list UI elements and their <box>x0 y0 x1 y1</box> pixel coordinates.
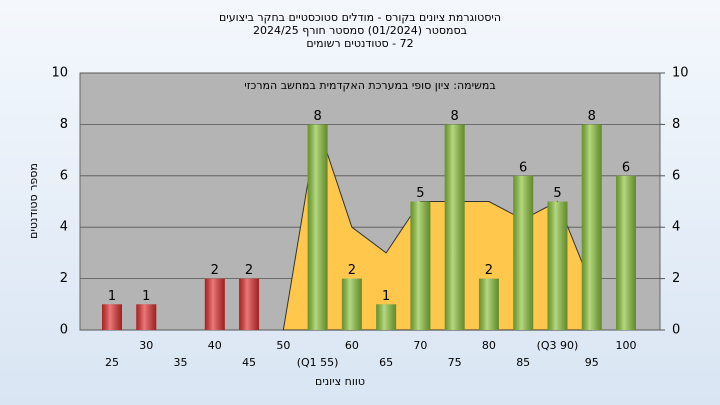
data-label: 1 <box>142 289 150 304</box>
x-tick-label: 35 <box>174 356 188 369</box>
bar-shade <box>341 278 362 330</box>
y-tick-label: 0 <box>60 323 68 338</box>
y2-tick-label: 0 <box>672 323 680 338</box>
chart-title: בסמסטר (01/2024) סמסטר חורף 2024/25 <box>253 24 467 37</box>
x-axis-label: טווח ציונים <box>315 375 365 388</box>
x-tick-label: 100 <box>616 339 637 352</box>
x-tick-label: (Q1 55) <box>297 356 339 369</box>
x-tick-label: 70 <box>413 339 427 352</box>
y-tick-label: 10 <box>51 66 68 81</box>
data-label: 5 <box>416 186 424 201</box>
y-tick-label: 8 <box>60 117 68 132</box>
x-tick-label: 60 <box>345 339 359 352</box>
y-tick-label: 4 <box>60 220 68 235</box>
data-label: 6 <box>622 160 630 175</box>
data-label: 2 <box>245 263 253 278</box>
data-label: 2 <box>211 263 219 278</box>
bar-shade <box>239 278 260 330</box>
bar-shade <box>616 175 636 330</box>
x-tick-label: 45 <box>242 356 256 369</box>
y2-tick-label: 2 <box>672 271 680 286</box>
bar-shade <box>444 124 465 331</box>
x-tick-label: 80 <box>482 339 496 352</box>
y2-tick-label: 4 <box>672 220 680 235</box>
y-axis-label: מספר סטודנטים <box>27 163 40 239</box>
x-tick-label: (Q3 90) <box>537 339 579 352</box>
y-tick-label: 6 <box>60 168 68 183</box>
x-tick-label: 25 <box>105 356 119 369</box>
y-tick-label: 2 <box>60 271 68 286</box>
data-label: 2 <box>348 263 356 278</box>
x-tick-label: 40 <box>208 339 222 352</box>
x-tick-label: 50 <box>276 339 290 352</box>
bar-shade <box>581 124 602 331</box>
data-label: 8 <box>313 109 321 124</box>
bar-shade <box>547 201 568 330</box>
data-label: 8 <box>588 109 596 124</box>
x-tick-label: 85 <box>516 356 530 369</box>
bar-shade <box>204 278 225 330</box>
chart-title: היסטוגרמת ציונים בקורס - מודלים סטוכסטיי… <box>219 11 501 24</box>
y2-tick-label: 8 <box>672 117 680 132</box>
x-tick-label: 30 <box>139 339 153 352</box>
y2-tick-label: 10 <box>672 66 689 81</box>
data-label: 8 <box>451 109 459 124</box>
x-tick-label: 65 <box>379 356 393 369</box>
chart-title: 72 - סטודנטים רשומים <box>306 37 413 50</box>
data-label: 2 <box>485 263 493 278</box>
x-tick-label: 75 <box>448 356 462 369</box>
bar-shade <box>410 201 431 330</box>
bar-shade <box>102 304 122 330</box>
bar-shade <box>307 124 328 331</box>
data-label: 5 <box>553 186 561 201</box>
data-label: 1 <box>382 289 390 304</box>
bar-shade <box>513 175 534 330</box>
data-label: 1 <box>108 289 116 304</box>
bar-shade <box>478 278 499 330</box>
bar-shade <box>376 304 397 330</box>
bar-shade <box>136 304 157 330</box>
x-tick-label: 95 <box>585 356 599 369</box>
y2-tick-label: 6 <box>672 168 680 183</box>
data-label: 6 <box>519 160 527 175</box>
subtitle: במשימה: ציון סופי במערכת האקדמית במחשב ה… <box>244 79 495 92</box>
